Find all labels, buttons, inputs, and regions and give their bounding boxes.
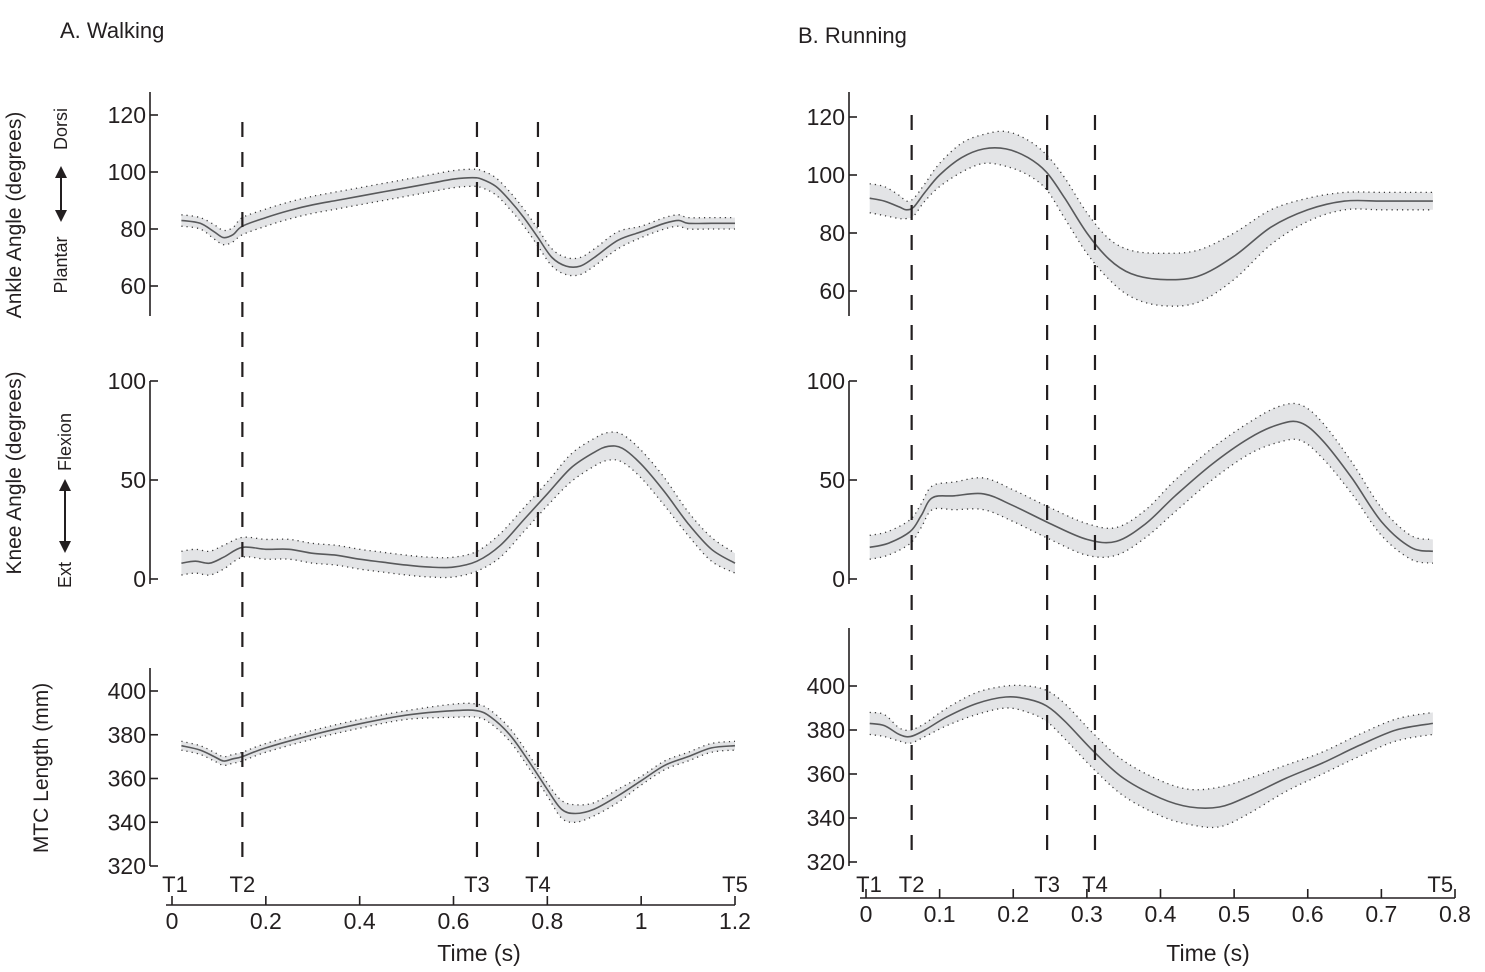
walking-title: A. Walking (60, 18, 164, 43)
running-ankle-ytick-label: 100 (807, 162, 845, 188)
walking-xlabel: Time (s) (437, 940, 520, 966)
walking-knee-ytick-label: 100 (108, 368, 146, 394)
running-mtc-ytick-label: 320 (807, 849, 845, 875)
running-event-label: T2 (899, 872, 925, 897)
flexion-label: Flexion (55, 413, 75, 471)
running-event-label: T4 (1082, 872, 1108, 897)
walking-knee-ytick-label: 0 (133, 566, 146, 592)
walking-knee-ytick-label: 50 (120, 467, 146, 493)
walking-mtc-ytick-label: 340 (108, 809, 146, 835)
running-xtick-label: 0.8 (1439, 901, 1471, 927)
walking-event-label: T2 (230, 872, 256, 897)
walking-event-label: T4 (525, 872, 551, 897)
walking-xtick-label: 0.2 (250, 908, 282, 934)
walking-ankle-ytick-label: 80 (120, 216, 146, 242)
running-knee-sd-band (870, 403, 1433, 563)
walking-ankle-panel: 60 80 100 120 (108, 92, 735, 316)
walking-mtc-ytick-label: 380 (108, 722, 146, 748)
running-mtc-ytick-label: 380 (807, 717, 845, 743)
walking-mtc-upper-bound (181, 703, 735, 805)
dorsi-label: Dorsi (51, 108, 71, 150)
ankle-double-arrow-icon (55, 166, 67, 222)
running-knee-ytick-label: 100 (807, 368, 845, 394)
walking-event-label: T5 (722, 872, 748, 897)
walking-xtick-label: 0 (166, 908, 179, 934)
walking-mtc-mean-line (181, 710, 735, 813)
running-xtick-label: 0.7 (1365, 901, 1397, 927)
running-ankle-ytick-label: 120 (807, 104, 845, 130)
running-knee-ytick-label: 0 (832, 566, 845, 592)
walking-chart: 60 80 100 120 0 50 100 320 340 360 380 400 T1 T2 T3 T4 T… (108, 92, 751, 934)
running-mtc-upper-bound (870, 685, 1433, 789)
running-mtc-ytick-label: 360 (807, 761, 845, 787)
walking-xtick-label: 0.6 (438, 908, 470, 934)
walking-ankle-ytick-label: 100 (108, 159, 146, 185)
walking-mtc-ytick-label: 320 (108, 853, 146, 879)
running-knee-ytick-label: 50 (819, 467, 845, 493)
walking-xtick-label: 0.4 (344, 908, 376, 934)
walking-event-label: T1 (162, 872, 188, 897)
walking-mtc-sd-band (181, 703, 735, 822)
walking-xtick-label: 1.2 (719, 908, 751, 934)
running-xtick-label: 0.6 (1292, 901, 1324, 927)
plantar-label: Plantar (51, 236, 71, 293)
running-knee-panel: 0 50 100 (807, 368, 1433, 592)
running-event-label: T5 (1427, 872, 1453, 897)
walking-event-label: T3 (464, 872, 490, 897)
running-xlabel: Time (s) (1166, 940, 1249, 966)
walking-knee-sd-band (181, 432, 735, 578)
walking-knee-panel: 0 50 100 (108, 368, 735, 592)
running-ankle-panel: 60 80 100 120 (807, 92, 1433, 316)
running-mtc-sd-band (870, 685, 1433, 827)
running-mtc-ytick-label: 400 (807, 673, 845, 699)
running-title: B. Running (798, 23, 907, 48)
running-xtick-label: 0.3 (1071, 901, 1103, 927)
walking-ankle-ytick-label: 60 (120, 273, 146, 299)
walking-mtc-ytick-label: 400 (108, 678, 146, 704)
walking-mtc-ytick-label: 360 (108, 766, 146, 792)
running-ankle-ytick-label: 60 (819, 278, 845, 304)
knee-ylabel: Knee Angle (degrees) (3, 371, 26, 574)
walking-xtick-label: 1 (635, 908, 648, 934)
walking-ankle-ytick-label: 120 (108, 102, 146, 128)
running-event-label: T1 (856, 872, 882, 897)
walking-xtick-label: 0.8 (531, 908, 563, 934)
running-chart: 60 80 100 120 0 50 100 320 340 360 380 400 T1 T2 T3 T4 T… (807, 92, 1471, 927)
running-xtick-label: 0.2 (997, 901, 1029, 927)
knee-double-arrow-icon (59, 479, 71, 553)
running-mtc-ytick-label: 340 (807, 805, 845, 831)
running-mtc-panel: 320 340 360 380 400 (807, 628, 1433, 875)
running-event-label: T3 (1034, 872, 1060, 897)
ankle-direction-annotation: Plantar Dorsi (51, 108, 71, 294)
walking-mtc-panel: 320 340 360 380 400 (108, 668, 735, 879)
walking-ankle-sd-band (181, 169, 735, 275)
ext-label: Ext (55, 562, 75, 588)
running-xtick-label: 0.1 (924, 901, 956, 927)
running-ankle-sd-band (870, 131, 1433, 306)
running-ankle-ytick-label: 80 (819, 220, 845, 246)
mtc-ylabel: MTC Length (mm) (30, 683, 53, 853)
running-xtick-label: 0.5 (1218, 901, 1250, 927)
running-xtick-label: 0 (860, 901, 873, 927)
walking-knee-upper-bound (181, 432, 735, 558)
running-xtick-label: 0.4 (1145, 901, 1177, 927)
knee-direction-annotation: Ext Flexion (55, 413, 75, 588)
ankle-ylabel: Ankle Angle (degrees) (3, 112, 26, 319)
